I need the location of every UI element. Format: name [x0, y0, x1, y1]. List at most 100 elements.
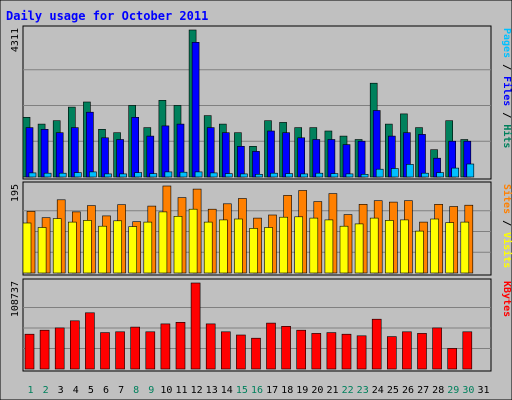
x-tick-day-13: 13	[206, 385, 218, 396]
bar-pages-day-26	[406, 164, 414, 178]
bar-sites-day-16	[249, 228, 258, 274]
bar-files-day-13	[206, 127, 215, 178]
bar-files-day-2	[40, 129, 49, 178]
bar-pages-day-3	[58, 172, 67, 178]
x-tick-day-9: 9	[148, 385, 154, 396]
x-tick-day-8: 8	[133, 385, 139, 396]
bar-files-day-16	[252, 151, 260, 178]
bar-pages-day-1	[28, 172, 37, 178]
bar-pages-day-25	[390, 168, 399, 178]
bar-kbytes-day-22	[341, 333, 352, 370]
x-tick-day-12: 12	[191, 385, 203, 396]
bar-pages-day-17	[270, 172, 278, 178]
bar-kbytes-day-4	[70, 320, 80, 370]
max-value-label: 4311	[10, 28, 21, 52]
legend-sites: Sites	[501, 184, 512, 214]
x-tick-day-2: 2	[43, 385, 49, 396]
bar-files-day-4	[71, 127, 79, 178]
bar-sites-day-6	[98, 225, 107, 274]
max-value-label: 108737	[10, 281, 21, 317]
bar-kbytes-day-29	[447, 348, 458, 370]
x-tick-day-26: 26	[402, 385, 414, 396]
bar-sites-day-21	[324, 219, 334, 274]
bar-kbytes-day-8	[130, 326, 140, 370]
x-tick-day-21: 21	[326, 385, 338, 396]
bar-kbytes-day-9	[145, 331, 156, 370]
bar-sites-day-1	[22, 222, 32, 274]
bar-kbytes-day-17	[266, 322, 276, 370]
panel-visits-sites: 195 Sites / Visits	[10, 181, 512, 276]
legend-kbytes: KBytes	[501, 281, 512, 317]
bar-pages-day-8	[134, 172, 142, 178]
bar-kbytes-day-26	[402, 331, 412, 370]
bar-kbytes-day-7	[115, 331, 125, 370]
bar-sites-day-4	[68, 221, 77, 274]
bar-kbytes-day-16	[251, 337, 261, 370]
legend-separator: /	[501, 106, 512, 124]
bar-files-day-10	[161, 125, 170, 178]
bar-sites-day-28	[430, 218, 439, 274]
bar-pages-day-16	[255, 174, 263, 178]
bar-files-day-6	[101, 137, 109, 178]
max-value-label: 195	[10, 184, 21, 202]
bar-sites-day-22	[339, 225, 349, 274]
bar-sites-day-18	[279, 216, 288, 274]
bar-pages-day-19	[300, 173, 309, 178]
bar-files-day-8	[131, 117, 139, 178]
bar-sites-day-9	[143, 221, 153, 274]
x-tick-day-19: 19	[296, 385, 308, 396]
bar-files-day-14	[222, 132, 230, 178]
bar-pages-day-24	[375, 168, 384, 178]
bar-sites-day-2	[37, 227, 47, 274]
bar-kbytes-day-24	[371, 318, 382, 370]
x-tick-day-3: 3	[58, 385, 64, 396]
bar-pages-day-6	[104, 173, 112, 178]
legend-separator: /	[501, 214, 512, 232]
bar-kbytes-day-5	[85, 312, 95, 370]
x-tick-labels: 1 2 3 4 5 6 7 8 9 10 11 12 13 14 15 16 17 18 19 20 21 22 23 24 2…	[27, 385, 489, 396]
x-tick-day-20: 20	[311, 385, 323, 396]
bar-pages-day-7	[119, 173, 127, 178]
bar-kbytes-day-23	[356, 335, 367, 370]
bar-sites-day-5	[83, 220, 92, 274]
bar-kbytes-day-10	[160, 323, 171, 370]
x-tick-day-31: 31	[477, 385, 489, 396]
bar-sites-day-30	[460, 221, 470, 274]
x-tick-day-24: 24	[372, 385, 384, 396]
bar-pages-day-29	[451, 167, 460, 178]
bar-files-day-9	[146, 135, 155, 178]
x-tick-day-11: 11	[175, 385, 187, 396]
bar-sites-day-7	[113, 220, 122, 274]
bar-pages-day-22	[345, 173, 354, 178]
bar-kbytes-day-18	[281, 325, 291, 370]
x-tick-day-25: 25	[387, 385, 399, 396]
bar-kbytes-day-27	[417, 333, 427, 370]
x-tick-day-17: 17	[266, 385, 278, 396]
bar-pages-day-2	[43, 172, 52, 178]
bar-sites-day-24	[369, 217, 379, 274]
bar-pages-day-10	[164, 171, 173, 178]
x-tick-day-16: 16	[251, 385, 263, 396]
bar-kbytes-day-2	[39, 329, 50, 370]
bar-sites-day-8	[128, 226, 137, 274]
bar-pages-day-28	[436, 172, 444, 178]
bar-files-day-17	[267, 130, 275, 178]
bar-kbytes-day-20	[311, 333, 322, 370]
legend-pages: Pages	[501, 28, 512, 58]
bar-sites-day-17	[264, 227, 273, 274]
bar-sites-day-13	[203, 221, 213, 274]
bar-pages-day-5	[89, 171, 97, 178]
bar-files-day-11	[176, 123, 185, 178]
bar-files-day-24	[372, 110, 381, 178]
bar-files-day-19	[297, 137, 306, 178]
legend-files: Files	[501, 76, 512, 106]
bar-sites-day-26	[400, 219, 409, 274]
chart-panels: 4311 Pages / Files / Hits 195 Sites / Visit…	[10, 25, 512, 372]
panel-kbytes: 108737 KBytes	[10, 278, 512, 372]
bar-sites-day-10	[158, 211, 168, 274]
bar-pages-day-11	[179, 171, 188, 178]
bar-pages-day-9	[149, 173, 158, 178]
bar-files-day-23	[357, 140, 366, 178]
x-tick-day-29: 29	[447, 385, 459, 396]
